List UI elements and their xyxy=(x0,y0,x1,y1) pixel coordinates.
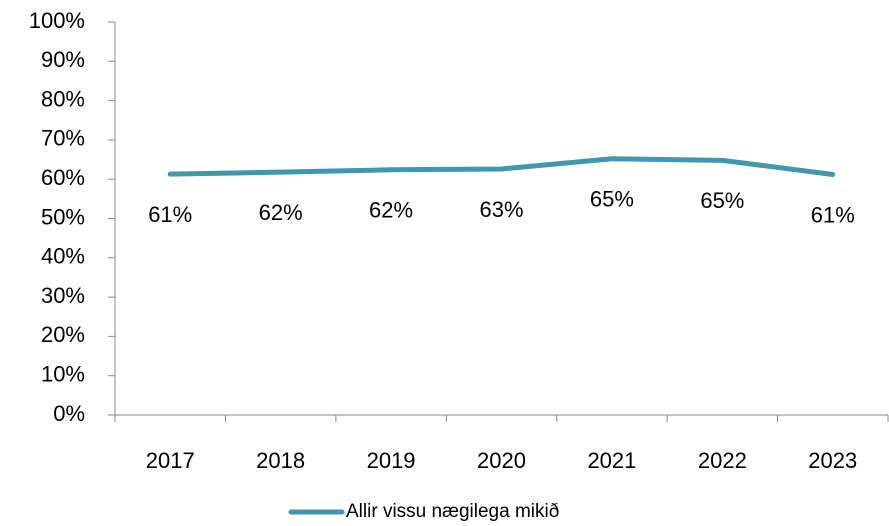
y-tick-label: 80% xyxy=(41,86,85,111)
y-tick-label: 20% xyxy=(41,322,85,347)
data-label: 63% xyxy=(479,197,523,222)
x-tick-label: 2023 xyxy=(808,448,857,473)
y-tick-label: 40% xyxy=(41,244,85,269)
data-label: 62% xyxy=(259,200,303,225)
x-tick-label: 2019 xyxy=(367,448,416,473)
x-tick-label: 2017 xyxy=(146,448,195,473)
y-tick-label: 50% xyxy=(41,204,85,229)
y-tick-label: 70% xyxy=(41,126,85,151)
data-label: 65% xyxy=(700,188,744,213)
data-label: 61% xyxy=(811,202,855,227)
y-tick-label: 100% xyxy=(29,8,85,33)
x-tick-label: 2020 xyxy=(477,448,526,473)
y-tick-label: 10% xyxy=(41,362,85,387)
legend-text: Allir vissu nægilega mikið xyxy=(346,501,559,522)
x-tick-label: 2022 xyxy=(698,448,747,473)
line-series xyxy=(167,156,836,177)
y-tick-label: 90% xyxy=(41,47,85,72)
y-tick-label: 30% xyxy=(41,283,85,308)
data-label: 65% xyxy=(590,187,634,212)
data-label: 62% xyxy=(369,198,413,223)
y-tick-label: 60% xyxy=(41,165,85,190)
x-tick-label: 2021 xyxy=(587,448,636,473)
x-tick-label: 2018 xyxy=(256,448,305,473)
data-label: 61% xyxy=(148,202,192,227)
y-tick-label: 0% xyxy=(53,401,85,426)
